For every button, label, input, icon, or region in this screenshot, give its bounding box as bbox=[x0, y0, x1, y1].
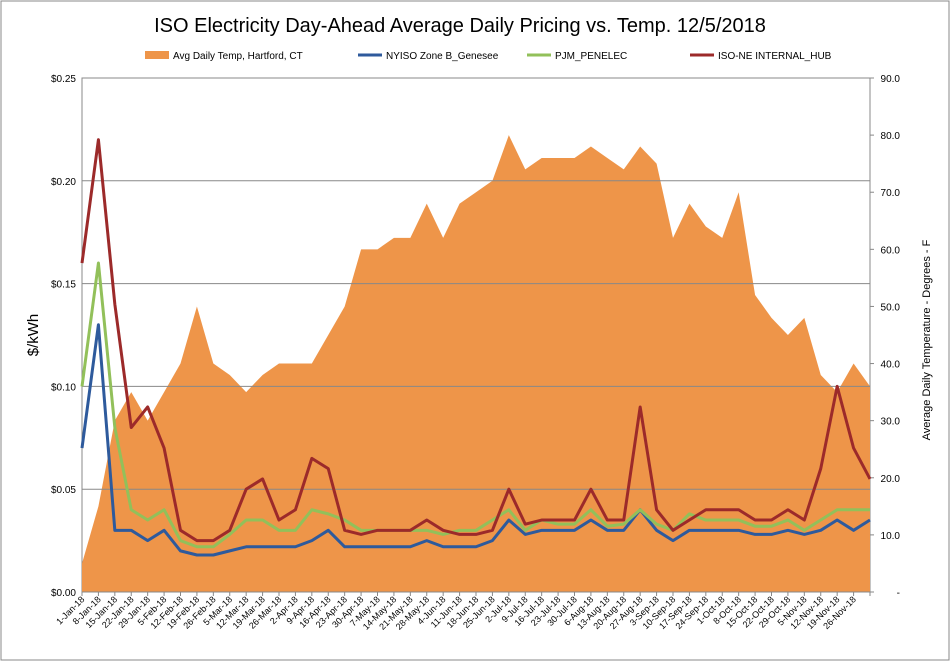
price-line bbox=[80, 323, 871, 557]
y-tick-label: $0.00 bbox=[51, 588, 76, 599]
y2-tick-label: 60.0 bbox=[881, 245, 901, 256]
y-tick-label: $0.25 bbox=[51, 74, 76, 85]
y2-tick-label: 80.0 bbox=[881, 131, 901, 142]
y-tick-label: $0.20 bbox=[51, 177, 76, 188]
y-tick-label: $0.15 bbox=[51, 280, 76, 291]
legend-swatch bbox=[145, 51, 169, 59]
y2-tick-label: 20.0 bbox=[881, 474, 901, 485]
y-tick-label: $0.10 bbox=[51, 382, 76, 393]
y2-tick-label: 90.0 bbox=[881, 74, 901, 85]
y2-tick-label: 50.0 bbox=[881, 302, 901, 313]
legend-label: Avg Daily Temp, Hartford, CT bbox=[173, 51, 303, 62]
temperature-area bbox=[82, 135, 870, 592]
y-tick-label: $0.05 bbox=[51, 485, 76, 496]
y2-tick-label: - bbox=[897, 588, 900, 599]
y2-axis-label: Average Daily Temperature - Degrees - F bbox=[921, 239, 933, 440]
y2-tick-label: 70.0 bbox=[881, 188, 901, 199]
price-line bbox=[80, 261, 870, 549]
chart-title: ISO Electricity Day-Ahead Average Daily … bbox=[154, 15, 766, 37]
price-line bbox=[80, 138, 872, 543]
y2-tick-label: 40.0 bbox=[881, 360, 901, 371]
y2-tick-label: 10.0 bbox=[881, 531, 901, 542]
legend-label: NYISO Zone B_Genesee bbox=[386, 51, 499, 62]
legend-label: ISO-NE INTERNAL_HUB bbox=[718, 51, 832, 62]
y2-tick-label: 30.0 bbox=[881, 417, 901, 428]
legend-label: PJM_PENELEC bbox=[555, 51, 627, 62]
y-axis-label: $/kWh bbox=[25, 314, 42, 357]
